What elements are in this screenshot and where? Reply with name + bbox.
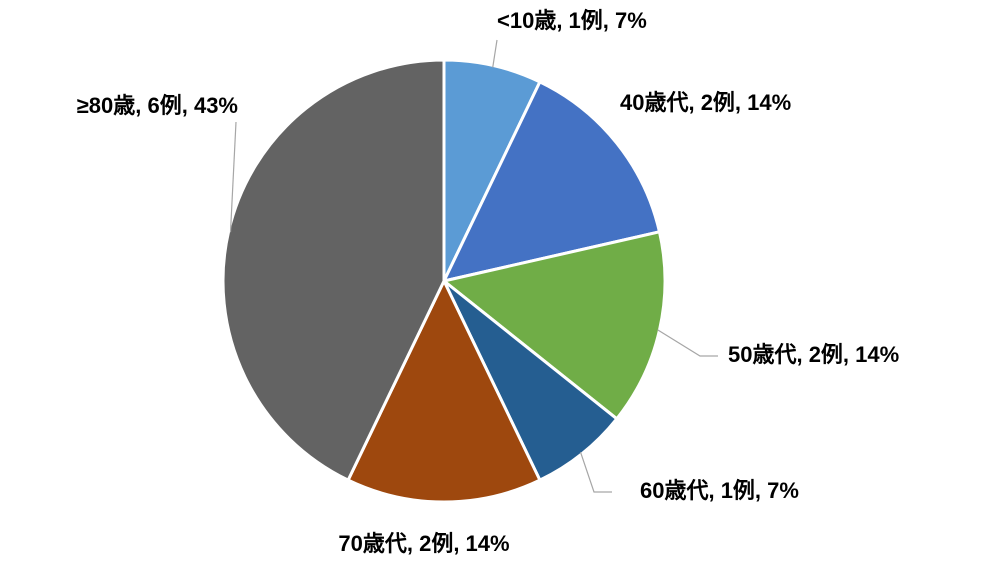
pie-slice [441, 79, 662, 284]
leader-line [492, 39, 498, 68]
data-label: 70歳代, 2例, 14% [338, 531, 509, 556]
leader-line [229, 121, 237, 233]
data-label: 50歳代, 2例, 14% [728, 342, 899, 367]
pie-slice [346, 277, 542, 504]
leader-line [579, 452, 612, 493]
data-label: 60歳代, 1例, 7% [640, 478, 799, 503]
pie-slice [440, 230, 667, 421]
data-label: 40歳代, 2例, 14% [620, 90, 791, 115]
data-label: <10歳, 1例, 7% [497, 8, 647, 33]
pie-slice [221, 58, 446, 483]
data-label: ≥80歳, 6例, 43% [77, 93, 238, 118]
pie-slice [442, 279, 619, 483]
leader-line [657, 329, 718, 357]
